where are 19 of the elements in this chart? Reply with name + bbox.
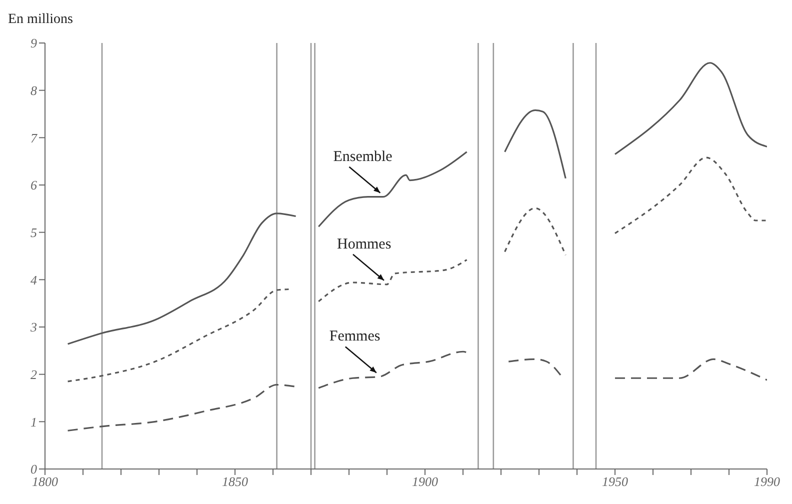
y-tick-label: 1: [30, 414, 37, 430]
series-label: Femmes: [329, 328, 380, 345]
y-tick-label: 9: [30, 36, 38, 51]
y-tick-label: 4: [30, 272, 38, 288]
x-tick-label: 1800: [32, 474, 58, 490]
y-tick-label: 6: [30, 178, 38, 193]
series-label: Hommes: [337, 236, 392, 252]
x-tick-label: 1950: [602, 474, 628, 490]
y-tick-label: 0: [30, 462, 38, 477]
x-tick-label: 1850: [222, 474, 248, 490]
y-tick-label: 8: [30, 82, 38, 98]
x-tick-label: 1900: [412, 474, 438, 490]
y-tick-label: 2: [30, 366, 38, 382]
y-tick-label: 3: [30, 320, 38, 335]
x-tick-label: 1990: [754, 474, 780, 490]
series-label: Ensemble: [333, 148, 393, 165]
y-tick-label: 5: [30, 224, 38, 240]
y-tick-label: 7: [30, 130, 38, 146]
y-axis-title: En millions: [8, 12, 73, 28]
